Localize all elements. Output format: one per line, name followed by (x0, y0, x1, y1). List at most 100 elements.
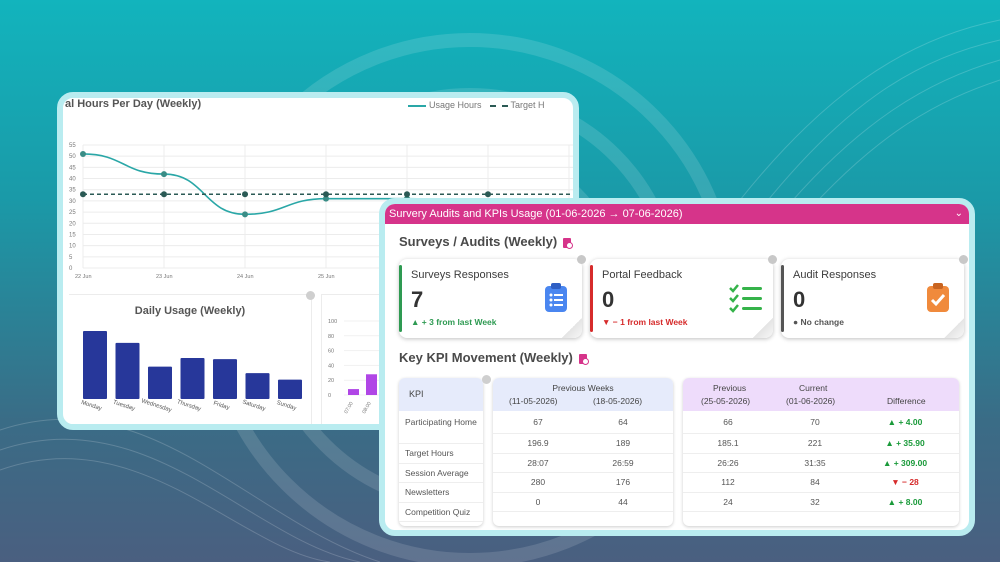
bar (83, 331, 107, 399)
line-chart-title: al Hours Per Day (Weekly) (65, 98, 202, 110)
surveys-responses-card[interactable]: Surveys Responses 7 ▲ + 3 from last Week (399, 255, 586, 338)
info-icon[interactable] (306, 291, 315, 300)
info-icon[interactable] (959, 255, 968, 264)
card-delta: ▼ − 1 from last Week (602, 317, 688, 327)
info-icon[interactable] (768, 255, 777, 264)
difference-value: ▲ + 4.00 (887, 417, 923, 427)
x-tick-label: Monday (80, 400, 102, 412)
x-tick-label: 24 Jun (237, 274, 254, 280)
table-row: Target Hours (399, 444, 483, 464)
info-icon[interactable] (482, 375, 491, 384)
target-point (404, 191, 410, 198)
target-point (161, 191, 167, 198)
table-row: Session Average (399, 464, 483, 483)
y-tick-label: 45 (69, 165, 76, 171)
target-point (323, 191, 329, 198)
y-tick-label: 80 (328, 334, 334, 340)
clipboard-list-icon (545, 283, 567, 312)
week1-date: (11-05-2026) (509, 396, 558, 406)
kpi-column-header: KPI (399, 378, 483, 411)
bar (148, 366, 172, 399)
x-tick-label: 23 Jun (156, 274, 173, 280)
legend-usage-hours[interactable]: Usage Hours (408, 100, 482, 110)
table-row: 196.9 189 (493, 434, 673, 454)
table-row: 26:26 31:35 ▲ + 309.00 (683, 454, 959, 473)
table-row: 24 32 ▲ + 8.00 (683, 493, 959, 512)
x-tick-label: 08:00 (361, 401, 373, 415)
y-tick-label: 15 (69, 232, 76, 238)
card-delta: ● No change (793, 317, 844, 327)
difference-value: ▲ + 35.90 (885, 438, 925, 449)
x-tick-label: Thursday (176, 399, 202, 412)
date-range-title: Survery Audits and KPIs Usage (01-06-202… (389, 208, 683, 220)
daily-usage-bar-chart: Daily Usage (Weekly) Monday Tuesday Wednes… (69, 291, 315, 424)
table-row: 0 44 (493, 493, 673, 512)
comparison-header: Previous (25-05-2026) Current (01-06-202… (683, 378, 959, 411)
y-tick-label: 35 (69, 188, 76, 194)
date-range-header[interactable]: Survery Audits and KPIs Usage (01-06-202… (385, 204, 969, 224)
audit-responses-card[interactable]: Audit Responses 0 ● No change (781, 255, 968, 338)
difference-value: ▲ + 309.00 (882, 457, 928, 468)
usage-point (242, 211, 248, 218)
x-tick-label: 25 Jun (318, 274, 335, 280)
y-tick-label: 25 (69, 210, 76, 216)
current-comparison-table: Previous (25-05-2026) Current (01-06-202… (683, 378, 959, 526)
bar (213, 359, 237, 399)
info-icon[interactable] (577, 255, 586, 264)
y-tick-label: 100 (328, 319, 337, 325)
table-row: 112 84 ▼ − 28 (683, 473, 959, 493)
usage-point (80, 150, 86, 157)
x-tick-label: Tuesday (112, 400, 136, 413)
y-tick-label: 40 (328, 363, 334, 369)
line-chart-legend: Usage Hours Target H (408, 100, 545, 110)
x-tick-label: 07:00 (343, 401, 355, 415)
bar (245, 373, 270, 399)
y-tick-label: 30 (69, 199, 76, 205)
previous-date: (25-05-2026) (701, 396, 751, 406)
table-row: Competition Quiz (399, 503, 483, 522)
surveys-audits-title: Surveys / Audits (Weekly) (399, 234, 574, 249)
target-point (485, 191, 491, 198)
bar (115, 342, 140, 399)
card-label: Portal Feedback (602, 269, 683, 281)
checklist-icon (729, 284, 762, 313)
y-tick-label: 50 (69, 154, 76, 160)
x-tick-label: Friday (212, 401, 230, 412)
y-tick-label: 60 (328, 349, 334, 355)
pdf-export-icon[interactable] (563, 237, 574, 249)
clipboard-check-icon (927, 283, 949, 312)
card-delta: ▲ + 3 from last Week (411, 317, 497, 327)
card-value: 0 (602, 287, 615, 312)
portal-feedback-card[interactable]: Portal Feedback 0 ▼ − 1 from last Week (590, 255, 777, 338)
table-row: 185.1 221 ▲ + 35.90 (683, 434, 959, 454)
surveys-kpi-dashboard-card: Survery Audits and KPIs Usage (01-06-202… (379, 198, 975, 536)
card-label: Surveys Responses (411, 269, 509, 281)
bar (348, 389, 359, 395)
card-value: 7 (411, 287, 424, 312)
difference-value: ▲ + 8.00 (887, 496, 923, 507)
bar-chart-title: Daily Usage (Weekly) (134, 305, 246, 317)
table-row: Participating Home (399, 411, 483, 444)
card-value: 0 (793, 287, 806, 312)
pdf-export-icon[interactable] (578, 353, 589, 365)
x-tick-label: Saturday (241, 399, 266, 412)
card-label: Audit Responses (793, 269, 877, 281)
y-tick-label: 0 (328, 393, 331, 399)
y-tick-label: 40 (69, 177, 76, 183)
y-tick-label: 0 (69, 266, 73, 272)
y-tick-label: 5 (69, 255, 73, 261)
y-tick-label: 20 (69, 221, 76, 227)
previous-weeks-table: Previous Weeks (11-05-2026) (18-05-2026)… (493, 378, 673, 526)
kpi-movement-title: Key KPI Movement (Weekly) (399, 350, 589, 365)
x-tick-label: Sunday (276, 400, 297, 412)
bar (180, 357, 205, 399)
previous-label: Previous (713, 383, 747, 393)
current-date: (01-06-2026) (786, 396, 836, 406)
y-tick-label: 10 (69, 244, 76, 250)
table-row: 280 176 (493, 473, 673, 493)
chevron-down-icon[interactable]: ⌄ (954, 208, 963, 219)
target-point (242, 191, 248, 198)
week2-date: (18-05-2026) (593, 396, 643, 406)
legend-target-hours[interactable]: Target H (489, 100, 545, 110)
bar-chart-plot: Monday Tuesday Wednesday Thursday Friday Satu… (80, 331, 302, 414)
